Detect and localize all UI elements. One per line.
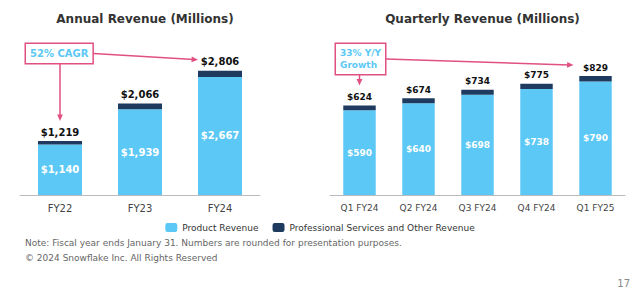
svg-text:Product Revenue: Product Revenue: [182, 223, 259, 233]
svg-text:FY22: FY22: [48, 203, 73, 214]
svg-text:$590: $590: [347, 148, 372, 158]
svg-text:Q4 FY24: Q4 FY24: [518, 203, 556, 213]
svg-text:$775: $775: [524, 70, 549, 80]
svg-text:$2,066: $2,066: [121, 89, 160, 100]
svg-text:$624: $624: [347, 92, 372, 102]
svg-text:17: 17: [617, 278, 630, 289]
svg-text:$674: $674: [406, 85, 431, 95]
svg-text:Professional Services and Othe: Professional Services and Other Revenue: [290, 223, 476, 233]
svg-text:$2,806: $2,806: [201, 56, 240, 67]
svg-text:© 2024 Snowflake Inc. All Righ: © 2024 Snowflake Inc. All Rights Reserve…: [25, 253, 218, 263]
svg-text:$1,939: $1,939: [121, 147, 160, 158]
svg-text:Growth: Growth: [340, 60, 377, 70]
svg-text:Q2 FY24: Q2 FY24: [400, 203, 438, 213]
svg-text:33% Y/Y: 33% Y/Y: [340, 48, 381, 58]
svg-text:$829: $829: [583, 63, 608, 73]
svg-text:Annual Revenue (Millions): Annual Revenue (Millions): [56, 12, 233, 26]
svg-text:$790: $790: [583, 133, 608, 143]
svg-text:$734: $734: [465, 76, 490, 86]
svg-text:Q3 FY24: Q3 FY24: [459, 203, 497, 213]
svg-text:FY23: FY23: [128, 203, 153, 214]
svg-text:Q1 FY25: Q1 FY25: [577, 203, 615, 213]
svg-text:$640: $640: [406, 144, 431, 154]
svg-text:Q1 FY24: Q1 FY24: [341, 203, 379, 213]
svg-text:FY24: FY24: [208, 203, 233, 214]
svg-text:$738: $738: [524, 137, 549, 147]
svg-text:$698: $698: [465, 140, 490, 150]
svg-text:Quarterly Revenue (Millions): Quarterly Revenue (Millions): [385, 12, 580, 26]
svg-text:$1,140: $1,140: [41, 164, 80, 175]
svg-text:$2,667: $2,667: [201, 130, 240, 141]
svg-text:Note: Fiscal year ends January: Note: Fiscal year ends January 31. Numbe…: [25, 238, 402, 248]
svg-text:$1,219: $1,219: [41, 127, 80, 138]
svg-text:52% CAGR: 52% CAGR: [30, 48, 89, 59]
